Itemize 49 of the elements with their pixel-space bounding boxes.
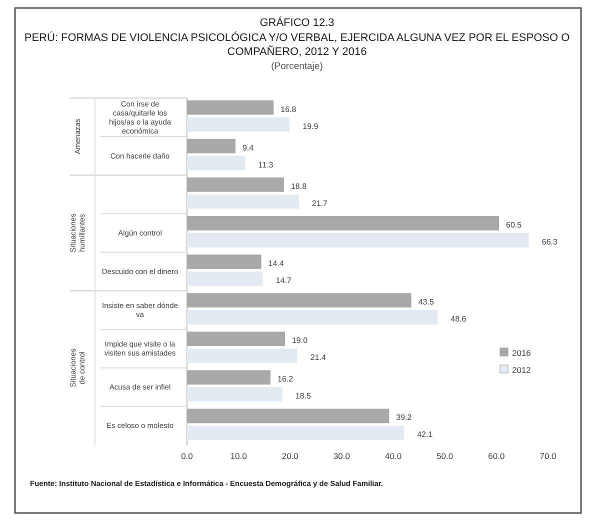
- bar: [187, 156, 246, 170]
- text: 21.7: [312, 198, 328, 208]
- text: 43.5: [418, 298, 434, 307]
- bar: [187, 348, 298, 364]
- bar: [187, 310, 438, 324]
- chart-subtitle: PERÚ: FORMAS DE VIOLENCIA PSICOLÓGICA Y/O VERBAL, EJERCIDA ALGUNA VEZ POR EL ESPOSO O COMPAÑERO, 2012 Y 2016: [24, 31, 570, 58]
- x-tick-label: 30.0: [333, 451, 350, 461]
- text: 18.8: [290, 182, 307, 191]
- bar: [187, 177, 284, 192]
- text: 19.0: [292, 336, 308, 346]
- text: 60.5: [506, 220, 522, 230]
- bar: [187, 100, 274, 115]
- text: 14.7: [276, 276, 292, 285]
- bar: [187, 426, 404, 440]
- bar: [187, 232, 529, 248]
- bar: [187, 216, 500, 230]
- bar: [187, 332, 285, 346]
- x-tick-label: 60.0: [488, 451, 505, 461]
- x-tick-label: 40.0: [385, 451, 402, 461]
- bar: [187, 117, 290, 132]
- text: 48.6: [450, 314, 466, 324]
- text: 11.3: [258, 160, 274, 170]
- chart-title: GRÁFICO 12.3: [260, 16, 334, 29]
- text: 42.1: [417, 430, 433, 440]
- bar: [187, 370, 271, 385]
- legend-label: 2012: [512, 365, 532, 375]
- text: 14.4: [268, 259, 284, 268]
- x-tick-label: 10.0: [230, 451, 248, 461]
- x-tick-label: 20.0: [282, 451, 299, 461]
- bar: [187, 138, 236, 154]
- bar: [187, 254, 262, 269]
- text: (Porcentaje): [271, 61, 323, 72]
- text: 39.2: [396, 413, 412, 422]
- x-tick-label: 50.0: [436, 451, 454, 461]
- bar: [187, 387, 282, 402]
- x-tick-label: 0.0: [181, 451, 194, 461]
- text: 19.9: [302, 122, 318, 131]
- bar: [187, 293, 412, 308]
- text: 9.4: [242, 143, 254, 152]
- text: 16.2: [278, 374, 294, 384]
- text: 18.5: [295, 392, 311, 401]
- bar: [187, 272, 263, 286]
- text: 16.8: [280, 104, 296, 114]
- legend-label: 2016: [512, 348, 532, 358]
- bar: [187, 194, 299, 209]
- x-tick-label: 70.0: [540, 451, 557, 461]
- text: 66.3: [542, 237, 558, 246]
- bar: [187, 408, 390, 424]
- text: 21.4: [310, 353, 326, 362]
